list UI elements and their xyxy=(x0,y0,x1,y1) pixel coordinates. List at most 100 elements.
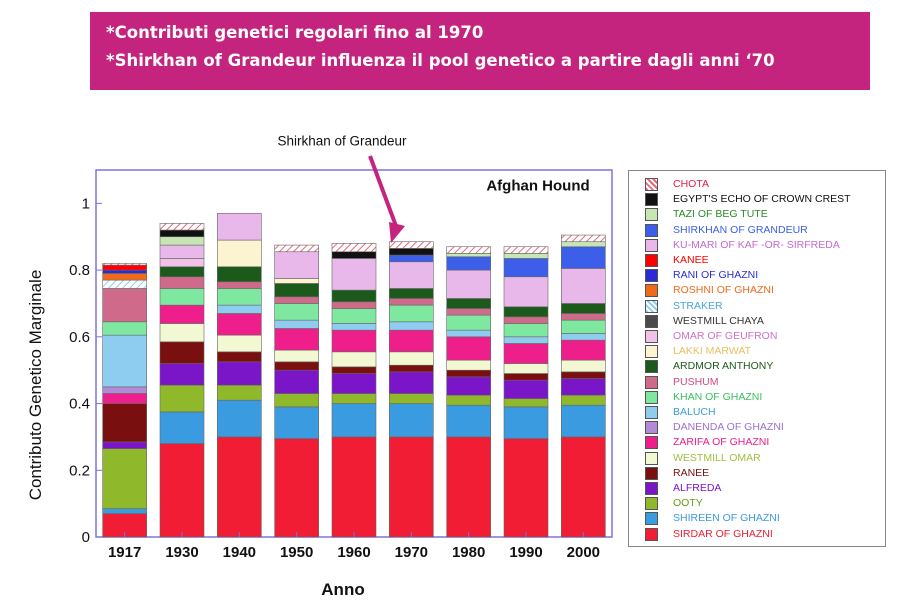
bar-segment xyxy=(102,441,147,449)
bar-segment xyxy=(389,329,434,353)
bar-segment xyxy=(561,333,606,341)
bar-segment xyxy=(331,301,377,309)
bar-segment xyxy=(503,343,549,364)
bar-segment xyxy=(503,336,549,344)
bar-segment xyxy=(503,438,549,538)
bar-segment xyxy=(446,369,491,378)
legend-swatch xyxy=(645,284,658,298)
bar-segment xyxy=(389,351,434,366)
bar-segment xyxy=(102,403,147,443)
bar-segment xyxy=(217,351,262,363)
legend-swatch xyxy=(645,451,658,465)
plot-title: Afghan Hound xyxy=(486,177,590,195)
y-tick-label: 0.8 xyxy=(69,262,90,279)
bar-segment xyxy=(561,436,606,538)
bar-segment xyxy=(102,288,147,323)
bar-segment xyxy=(389,371,434,394)
bar-segment xyxy=(274,349,319,363)
bar-segment xyxy=(102,393,147,404)
legend-label: TAZI OF BEG TUTE xyxy=(673,208,768,221)
bar-segment xyxy=(331,243,377,253)
bar-segment xyxy=(274,244,319,253)
bar-segment xyxy=(503,373,549,381)
bar-segment xyxy=(446,246,491,254)
bar-segment xyxy=(217,304,262,314)
bar-segment xyxy=(389,288,434,299)
legend-swatch xyxy=(645,208,658,222)
bar-segment xyxy=(331,258,377,291)
legend-label: ROSHNI OF GHAZNI xyxy=(673,284,774,297)
bar-segment xyxy=(331,251,377,259)
y-tick-label: 0 xyxy=(82,529,90,546)
x-tick-label: 1980 xyxy=(452,544,485,561)
legend-label: STRAKER xyxy=(673,299,723,312)
x-tick-label: 1917 xyxy=(108,544,141,561)
legend-label: RANEE xyxy=(673,466,710,479)
bar-segment xyxy=(446,394,491,406)
bar-segment xyxy=(389,364,434,373)
y-tick-label: 1 xyxy=(82,195,90,212)
bar-segment xyxy=(446,336,491,361)
legend-label: EGYPT'S ECHO OF CROWN CREST xyxy=(673,193,851,206)
legend-swatch xyxy=(645,421,658,435)
bars-group xyxy=(102,213,606,538)
legend-swatch xyxy=(645,269,658,283)
bar-segment xyxy=(274,296,319,304)
legend-label: KANEE xyxy=(673,254,709,266)
bar-segment xyxy=(446,308,491,316)
legend-label: ALFREDA xyxy=(673,482,722,494)
bar-segment xyxy=(331,436,377,538)
bar-segment xyxy=(389,393,434,404)
bar-segment xyxy=(274,303,319,321)
bar-segment xyxy=(331,403,377,438)
bar-segment xyxy=(331,373,377,394)
banner-line-2: *Shirkhan of Grandeur influenza il pool … xyxy=(106,51,775,70)
bar-segment xyxy=(446,436,491,538)
bar-segment xyxy=(561,319,606,334)
bar-segment xyxy=(503,323,549,338)
x-tick-label: 2000 xyxy=(567,544,600,561)
bar-segment xyxy=(389,436,434,538)
bar-segment xyxy=(389,261,434,289)
x-tick-label: 1940 xyxy=(223,544,256,561)
bar-segment xyxy=(561,378,606,396)
legend-swatch xyxy=(645,178,658,191)
bar-segment xyxy=(159,341,205,364)
legend: CHOTA EGYPT'S ECHO OF CROWN CREST TAZI OF … xyxy=(628,170,886,547)
bar-segment xyxy=(217,361,262,386)
x-tick-label: 1970 xyxy=(395,544,428,561)
legend-swatch xyxy=(645,345,658,359)
bar-segment xyxy=(102,508,147,514)
bar-segment xyxy=(389,254,434,263)
bar-segment xyxy=(217,334,262,353)
bar-segment xyxy=(503,276,549,308)
legend-label: OOTY xyxy=(673,497,703,510)
legend-swatch xyxy=(645,314,658,328)
bar-segment xyxy=(274,406,319,439)
bar-segment xyxy=(217,213,262,241)
bar-segment xyxy=(159,304,205,324)
legend-swatch xyxy=(645,299,658,313)
bar-segment xyxy=(274,319,319,329)
bar-segment xyxy=(217,288,262,306)
bar-segment xyxy=(159,236,205,246)
bar-segment xyxy=(217,313,262,336)
bar-segment xyxy=(159,323,205,343)
y-axis-label: Contributo Genetico Marginale xyxy=(26,269,45,501)
legend-swatch xyxy=(645,193,658,207)
bar-segment xyxy=(389,248,434,256)
bar-segment xyxy=(331,308,377,324)
bar-segment xyxy=(503,316,549,324)
bar-segment xyxy=(446,359,491,371)
bar-segment xyxy=(446,329,491,338)
bar-segment xyxy=(331,289,377,303)
bar-segment xyxy=(102,448,147,509)
bar-segment xyxy=(503,363,549,374)
bar-segment xyxy=(561,404,606,438)
bar-segment xyxy=(274,369,319,394)
x-tick-label: 1950 xyxy=(280,544,313,561)
bar-segment xyxy=(503,398,549,408)
bar-segment xyxy=(274,393,319,408)
bar-segment xyxy=(331,366,377,374)
bar-segment xyxy=(561,303,606,314)
